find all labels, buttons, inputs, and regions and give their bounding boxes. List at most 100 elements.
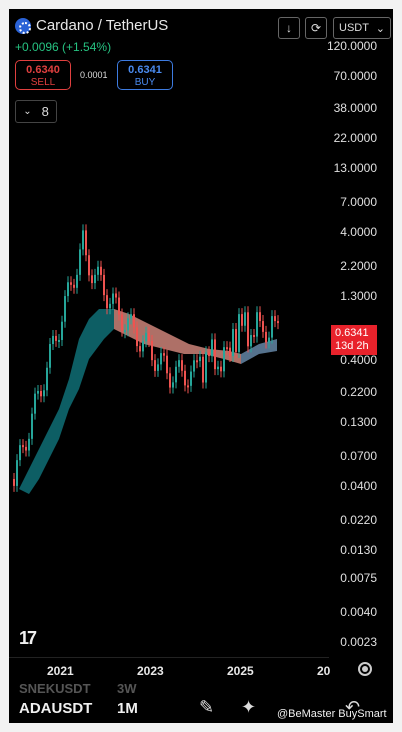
candle-body	[244, 312, 246, 326]
candle-body	[133, 314, 135, 328]
price-axis-label: 38.0000	[333, 101, 377, 115]
timeframe-label[interactable]: 1M	[117, 700, 138, 717]
candle-body	[157, 364, 159, 371]
buy-label: BUY	[134, 77, 156, 88]
candle-body	[70, 282, 72, 285]
price-axis-label: 2.2000	[340, 259, 377, 273]
undo-icon[interactable]: ↶	[345, 697, 361, 717]
candle-body	[19, 445, 21, 461]
candle-body	[118, 297, 120, 315]
indicators-toggle[interactable]: ⌄ 8	[15, 100, 57, 123]
candle-body	[223, 347, 225, 372]
candle-body	[220, 366, 222, 372]
candle-body	[73, 284, 75, 288]
year-label: 2021	[47, 664, 74, 678]
price-axis-label: 0.2200	[340, 385, 377, 399]
candle-body	[229, 347, 231, 357]
candle-body	[205, 352, 207, 383]
candle-body	[187, 385, 189, 388]
candle-body	[127, 318, 129, 331]
indicator-count: 8	[41, 104, 49, 119]
last-price-tag: 0.6341 13d 2h	[331, 325, 377, 355]
candle-body	[271, 316, 273, 338]
settings-icon[interactable]	[358, 662, 372, 676]
chevron-down-icon: ⌄	[375, 23, 385, 35]
candle-body	[112, 293, 114, 304]
candles-group	[13, 224, 279, 492]
candle-body	[97, 266, 99, 275]
candle-body	[130, 314, 132, 319]
candle-body	[49, 344, 51, 368]
candle-body	[13, 479, 15, 486]
year-label: 20	[317, 664, 331, 678]
previous-timeframe: 3W	[117, 681, 137, 696]
candle-body	[172, 382, 174, 388]
candle-body	[94, 274, 96, 284]
candle-body	[121, 314, 123, 331]
candle-body	[148, 332, 150, 341]
candle-body	[31, 413, 33, 439]
ma-ribbon-recent	[241, 339, 277, 364]
quote-select[interactable]: USDT ⌄	[333, 17, 391, 39]
candle-body	[28, 438, 30, 451]
download-button[interactable]: ↓	[278, 17, 300, 39]
candle-body	[61, 321, 63, 340]
candle-body	[232, 329, 234, 357]
candle-body	[202, 356, 204, 383]
candle-countdown: 13d 2h	[335, 340, 369, 352]
candle-body	[259, 312, 261, 322]
candle-body	[22, 445, 24, 448]
refresh-button[interactable]: ⟳	[305, 17, 327, 39]
price-chart[interactable]	[9, 9, 393, 657]
candle-body	[154, 360, 156, 371]
time-axis[interactable]: 2021 2023 2025 20	[9, 657, 331, 679]
candle-body	[196, 360, 198, 363]
candle-body	[151, 340, 153, 361]
sell-button[interactable]: 0.6340 SELL	[15, 60, 71, 90]
candle-body	[217, 366, 219, 370]
candle-body	[34, 393, 36, 414]
candle-body	[226, 347, 228, 350]
pen-icon[interactable]: ✎	[199, 697, 215, 717]
candle-body	[265, 331, 267, 343]
candle-body	[43, 390, 45, 397]
price-axis-label: 0.1300	[340, 415, 377, 429]
candle-body	[115, 293, 117, 298]
candle-body	[193, 360, 195, 372]
price-axis-label: 0.0220	[340, 513, 377, 527]
price-axis-label: 22.0000	[333, 131, 377, 145]
price-axis-label: 13.0000	[333, 161, 377, 175]
watermark: @BeMaster BuySmart	[277, 708, 387, 720]
price-axis-label: 0.0075	[340, 571, 377, 585]
candle-body	[124, 330, 126, 333]
chart-window: Cardano / TetherUS +0.0096 (+1.54%) 0.63…	[9, 9, 393, 723]
buy-button[interactable]: 0.6341 BUY	[117, 60, 173, 90]
candle-body	[250, 335, 252, 347]
candle-body	[211, 339, 213, 357]
symbol-label[interactable]: ADAUSDT	[19, 700, 93, 717]
candle-body	[181, 360, 183, 371]
candle-body	[163, 353, 165, 356]
candle-body	[103, 274, 105, 296]
sell-price: 0.6340	[26, 64, 60, 76]
candle-body	[274, 316, 276, 322]
candle-body	[277, 321, 279, 324]
candle-body	[160, 353, 162, 365]
price-axis-label: 1.3000	[340, 289, 377, 303]
title-row[interactable]: Cardano / TetherUS	[15, 17, 168, 34]
draw-tool-icon[interactable]: ✦	[241, 697, 257, 717]
candle-body	[109, 303, 111, 309]
coin-logo-icon	[15, 17, 31, 34]
candle-body	[262, 321, 264, 332]
price-axis-label: 7.0000	[340, 195, 377, 209]
year-label: 2025	[227, 664, 254, 678]
candle-body	[52, 335, 54, 345]
candle-body	[100, 266, 102, 275]
candle-body	[37, 390, 39, 394]
last-price: 0.6341	[335, 327, 369, 339]
price-axis-label: 0.0023	[340, 635, 377, 649]
candle-body	[46, 367, 48, 391]
sell-label: SELL	[30, 77, 56, 88]
candle-body	[82, 230, 84, 250]
candle-body	[145, 332, 147, 342]
